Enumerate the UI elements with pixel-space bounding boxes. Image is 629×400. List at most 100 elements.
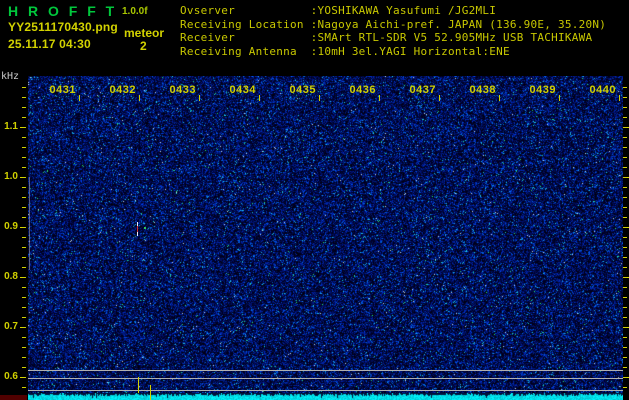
freq-tick-left [22, 357, 26, 358]
time-tick-label: 0439 [529, 84, 556, 96]
freq-tick-right [623, 127, 629, 128]
spectrogram-canvas [28, 76, 623, 393]
freq-tick-right [623, 357, 627, 358]
freq-tick-left [22, 107, 26, 108]
meteor-count-value: 2 [140, 39, 147, 53]
freq-tick-label: 0.8 [4, 271, 18, 282]
reference-line-upper [28, 370, 623, 371]
freq-tick-right [623, 217, 627, 218]
freq-tick-left [22, 307, 26, 308]
freq-tick-right [623, 377, 629, 378]
freq-tick-right [623, 387, 627, 388]
freq-tick-right [623, 237, 627, 238]
time-tick [439, 95, 440, 101]
time-tick-label: 0433 [169, 84, 196, 96]
time-tick [499, 95, 500, 101]
freq-tick-right [623, 97, 627, 98]
freq-tick-right [623, 177, 629, 178]
freq-axis-unit-label: kHz [1, 71, 20, 82]
reference-line-middle [28, 378, 623, 379]
freq-tick-left [22, 87, 26, 88]
station-info: Ovserver :YOSHIKAWA Yasufumi /JG2MLI Rec… [180, 4, 607, 58]
meteor-spike-1 [138, 377, 139, 393]
time-tick-label: 0437 [409, 84, 436, 96]
time-tick-label: 0440 [589, 84, 616, 96]
meteor-echo-streak-top [137, 222, 138, 226]
reference-line-lower [28, 390, 623, 391]
freq-tick-right [623, 337, 627, 338]
freq-tick-left [22, 137, 26, 138]
output-filename: YY2511170430.png [8, 20, 118, 34]
time-tick [79, 95, 80, 101]
freq-tick-label: 1.0 [4, 171, 18, 182]
time-tick-label: 0438 [469, 84, 496, 96]
freq-tick-left [20, 227, 26, 228]
meteor-echo-streak-bottom [137, 232, 138, 236]
freq-tick-right [623, 197, 627, 198]
time-tick [139, 95, 140, 101]
freq-tick-left [22, 257, 26, 258]
freq-tick-left [22, 297, 26, 298]
freq-tick-left [22, 317, 26, 318]
time-tick-label: 0436 [349, 84, 376, 96]
time-tick [559, 95, 560, 101]
freq-tick-left [20, 277, 26, 278]
freq-tick-left [22, 237, 26, 238]
freq-tick-left [22, 207, 26, 208]
freq-tick-right [623, 247, 627, 248]
freq-tick-left [22, 97, 26, 98]
freq-tick-right [623, 137, 627, 138]
freq-tick-right [623, 257, 627, 258]
freq-tick-right [623, 167, 627, 168]
freq-tick-left [22, 147, 26, 148]
time-tick [259, 95, 260, 101]
signal-strip-canvas [28, 393, 623, 400]
time-tick [319, 95, 320, 101]
freq-tick-label: 0.7 [4, 321, 18, 332]
freq-tick-left [22, 217, 26, 218]
freq-tick-left [22, 337, 26, 338]
freq-tick-right [623, 157, 627, 158]
freq-tick-left [22, 117, 26, 118]
freq-tick-right [623, 277, 629, 278]
freq-tick-right [623, 87, 627, 88]
freq-tick-left [22, 187, 26, 188]
time-tick [619, 95, 620, 101]
freq-tick-right [623, 347, 627, 348]
freq-tick-left [22, 347, 26, 348]
freq-tick-left [22, 167, 26, 168]
freq-tick-right [623, 297, 627, 298]
time-tick-label: 0435 [289, 84, 316, 96]
freq-tick-left [20, 177, 26, 178]
freq-tick-left [22, 267, 26, 268]
strip-left-red-block [0, 395, 27, 400]
freq-tick-label: 0.6 [4, 371, 18, 382]
freq-tick-left [20, 127, 26, 128]
freq-tick-left [22, 247, 26, 248]
freq-tick-label: 1.1 [4, 121, 18, 132]
freq-tick-right [623, 317, 627, 318]
app-title: H R O F F T [8, 3, 118, 19]
freq-tick-right [623, 327, 629, 328]
freq-tick-right [623, 107, 627, 108]
app-version: 1.0.0f [122, 6, 148, 17]
freq-tick-left [20, 377, 26, 378]
freq-tick-right [623, 307, 627, 308]
freq-tick-left [22, 157, 26, 158]
freq-tick-right [623, 207, 627, 208]
freq-tick-right [623, 367, 627, 368]
freq-tick-label: 0.9 [4, 221, 18, 232]
time-tick [379, 95, 380, 101]
freq-tick-right [623, 147, 627, 148]
time-tick-label: 0432 [109, 84, 136, 96]
freq-tick-left [22, 197, 26, 198]
meteor-echo-streak-middle [137, 226, 138, 232]
meteor-echo-green-speck [144, 227, 146, 229]
freq-tick-right [623, 287, 627, 288]
freq-tick-left [20, 327, 26, 328]
time-tick-label: 0431 [49, 84, 76, 96]
meteor-count-label: meteor [124, 26, 165, 40]
plot-left-edge-line [29, 177, 30, 270]
freq-tick-left [22, 367, 26, 368]
time-tick [199, 95, 200, 101]
